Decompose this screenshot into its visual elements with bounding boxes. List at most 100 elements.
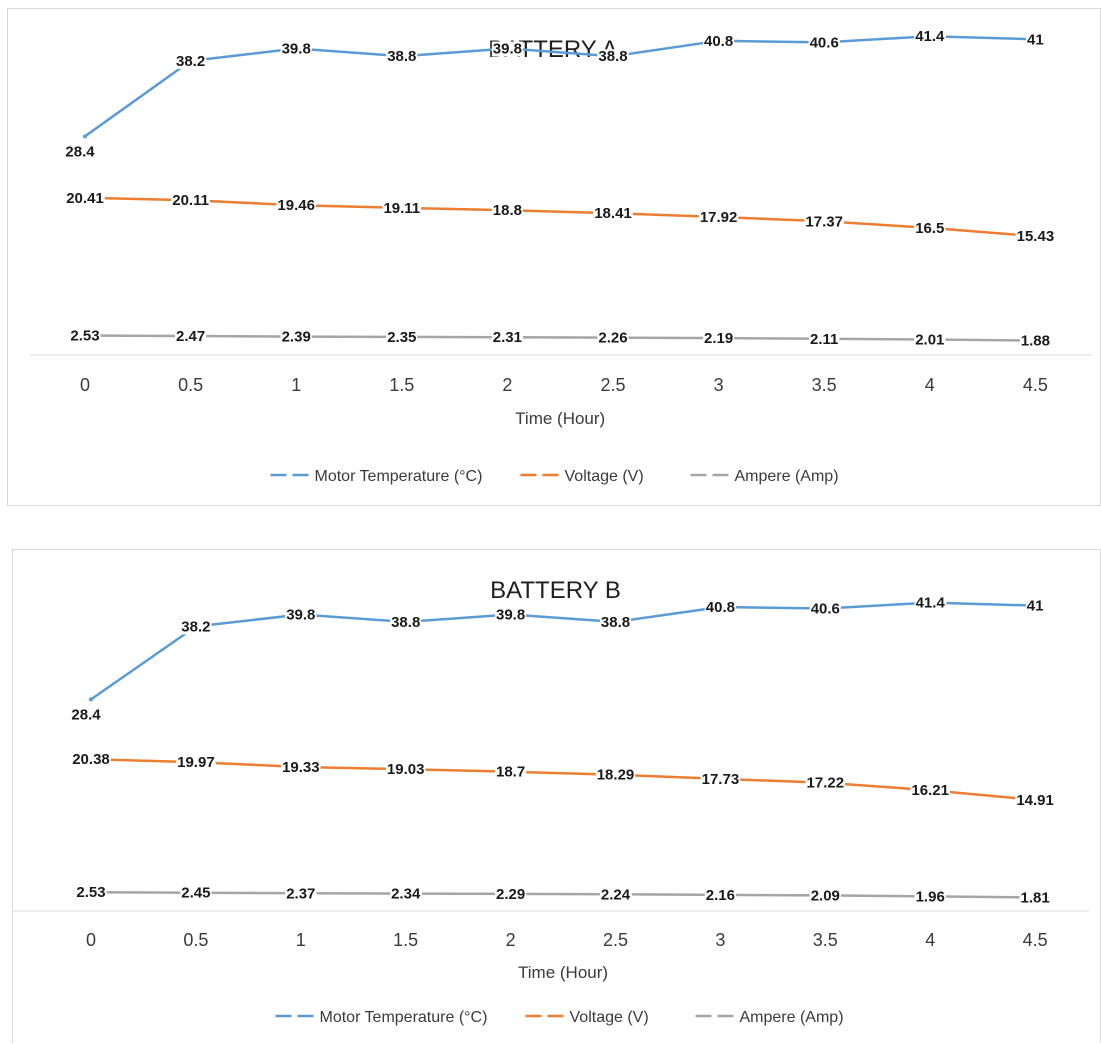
battery-b-data-label: 16.21 — [911, 782, 949, 799]
battery-a-data-label: 41.4 — [915, 28, 945, 45]
battery-b-data-label: 38.8 — [601, 614, 630, 631]
battery-a-data-label-bg — [914, 29, 947, 45]
battery-b-x-tick-label: 1.5 — [393, 930, 418, 950]
battery-a-data-label-bg — [593, 206, 633, 222]
battery-b-data-label-bg — [1025, 598, 1045, 614]
battery-b-data-label: 2.45 — [181, 885, 210, 902]
battery-b-legend-label-0: Motor Temperature (°C) — [320, 1009, 488, 1026]
battery-b-data-label: 39.8 — [496, 606, 525, 623]
battery-a-data-label: 2.11 — [810, 331, 838, 348]
battery-b-data-label: 28.4 — [71, 706, 101, 723]
battery-a-data-label: 15.43 — [1017, 228, 1055, 245]
battery-b-data-label-bg — [70, 707, 103, 723]
battery-b-data-label: 20.38 — [72, 751, 110, 768]
battery-a-data-label: 2.01 — [915, 332, 944, 349]
battery-b-data-label-bg — [75, 885, 107, 901]
battery-a-data-label: 20.41 — [66, 190, 104, 207]
battery-b-x-tick-label: 0.5 — [183, 930, 208, 950]
battery-b-data-label: 1.96 — [916, 888, 945, 905]
battery-b-data-label-bg — [809, 888, 841, 904]
battery-b-data-label-bg — [700, 771, 741, 787]
battery-a-data-label: 20.11 — [172, 192, 209, 209]
battery-a-data-label: 16.5 — [915, 220, 944, 237]
battery-b-x-tick-label: 4 — [925, 930, 935, 950]
battery-a-data-label-bg — [386, 49, 418, 65]
battery-b-data-label-bg — [285, 607, 317, 623]
battery-b-data-label-bg — [71, 752, 111, 768]
battery-a-data-label: 2.19 — [704, 330, 733, 347]
battery-b-data-label: 2.16 — [706, 887, 735, 904]
battery-b-legend-label-1: Voltage (V) — [570, 1009, 649, 1026]
battery-b-data-label: 18.29 — [597, 767, 635, 784]
battery-a-data-label: 18.41 — [594, 205, 632, 222]
battery-a-data-label-bg — [69, 328, 101, 344]
battery-b-data-label: 2.24 — [601, 886, 631, 903]
battery-b-data-label-bg — [914, 889, 946, 905]
battery-b-data-label: 2.34 — [391, 886, 421, 903]
battery-a-data-label: 1.88 — [1021, 333, 1050, 350]
battery-a-data-label: 17.92 — [700, 209, 738, 226]
battery-a-data-label-bg — [597, 330, 629, 346]
battery-b-data-label-bg — [1019, 890, 1051, 906]
battery-a-data-label: 39.8 — [493, 41, 522, 58]
battery-a-x-tick-label: 3 — [714, 375, 724, 395]
battery-a-data-label: 38.8 — [387, 48, 416, 65]
battery-a-series-line-2 — [83, 334, 1037, 342]
battery-a-data-label-bg — [171, 193, 210, 209]
battery-b-data-label-bg — [281, 759, 321, 775]
battery-a-data-label: 2.39 — [282, 329, 311, 346]
battery-a-data-label-bg — [65, 190, 105, 206]
battery-b-x-tick-label: 2.5 — [603, 930, 628, 950]
battery-b-data-label: 40.8 — [706, 599, 735, 616]
battery-b-data-label-bg — [390, 886, 422, 902]
battery-a-data-label-bg — [174, 53, 207, 69]
battery-a-data-label: 40.6 — [810, 34, 839, 51]
battery-b-x-tick-label: 3 — [715, 930, 725, 950]
battery-a-x-axis-title: Time (Hour) — [515, 409, 605, 428]
battery-b-data-label: 17.22 — [807, 775, 845, 792]
battery-b-data-point — [89, 697, 93, 702]
battery-a-chart: BATTERY A 0 0.5 1 1.5 2 2.5 3 3.5 4 4.5 Time (Hour)… — [7, 8, 1101, 506]
battery-a-x-tick-label: 0.5 — [178, 375, 203, 395]
battery-b-data-label: 2.29 — [496, 886, 525, 903]
battery-b-data-label: 19.03 — [387, 761, 425, 778]
battery-b-data-label-bg — [180, 885, 212, 901]
battery-b-data-label: 38.2 — [181, 618, 210, 635]
battery-a-data-label: 2.53 — [70, 328, 99, 345]
battery-a-data-point — [83, 134, 87, 139]
battery-b-data-label: 38.8 — [391, 614, 420, 631]
battery-b-data-label: 2.53 — [76, 884, 105, 901]
battery-a-x-tick-label: 0 — [80, 375, 90, 395]
battery-b-data-label-bg — [494, 886, 527, 902]
battery-a-data-label-bg — [1019, 333, 1052, 349]
battery-a-data-label: 19.46 — [277, 197, 315, 214]
battery-a-data-label-bg — [808, 35, 840, 51]
battery-b-data-label-bg — [494, 764, 527, 780]
battery-b-data-label: 17.73 — [702, 771, 740, 788]
battery-b-data-label-bg — [809, 601, 841, 617]
battery-a-data-label: 19.11 — [383, 200, 420, 217]
battery-b-data-label-bg — [595, 767, 636, 783]
battery-b-data-label: 2.09 — [811, 887, 840, 904]
battery-b-x-tick-label: 3.5 — [813, 930, 838, 950]
battery-b-x-tick-label: 0 — [86, 930, 96, 950]
battery-a-data-label: 38.8 — [598, 48, 627, 65]
battery-a-data-label-bg — [702, 33, 735, 49]
battery-a-data-label-bg — [280, 329, 312, 345]
battery-a-data-label: 2.47 — [176, 328, 205, 345]
battery-a-x-tick-label: 2.5 — [600, 375, 625, 395]
battery-a-x-tick-label: 4.5 — [1023, 375, 1048, 395]
battery-b-data-label-bg — [805, 775, 846, 791]
battery-a-series-line-1 — [83, 196, 1037, 238]
battery-a-data-label: 28.4 — [65, 143, 95, 160]
battery-b-data-label-bg — [385, 762, 426, 778]
battery-a-data-label-bg — [597, 49, 629, 65]
battery-b-x-axis-title: Time (Hour) — [518, 963, 608, 982]
battery-a-data-label: 2.26 — [598, 330, 627, 347]
battery-b-x-tick-label: 2 — [506, 930, 516, 950]
battery-b-data-label-bg — [914, 595, 947, 611]
battery-a-legend-label-0: Motor Temperature (°C) — [315, 468, 483, 485]
battery-a-data-label: 41 — [1027, 31, 1044, 48]
battery-b-data-label: 41.4 — [916, 595, 946, 612]
